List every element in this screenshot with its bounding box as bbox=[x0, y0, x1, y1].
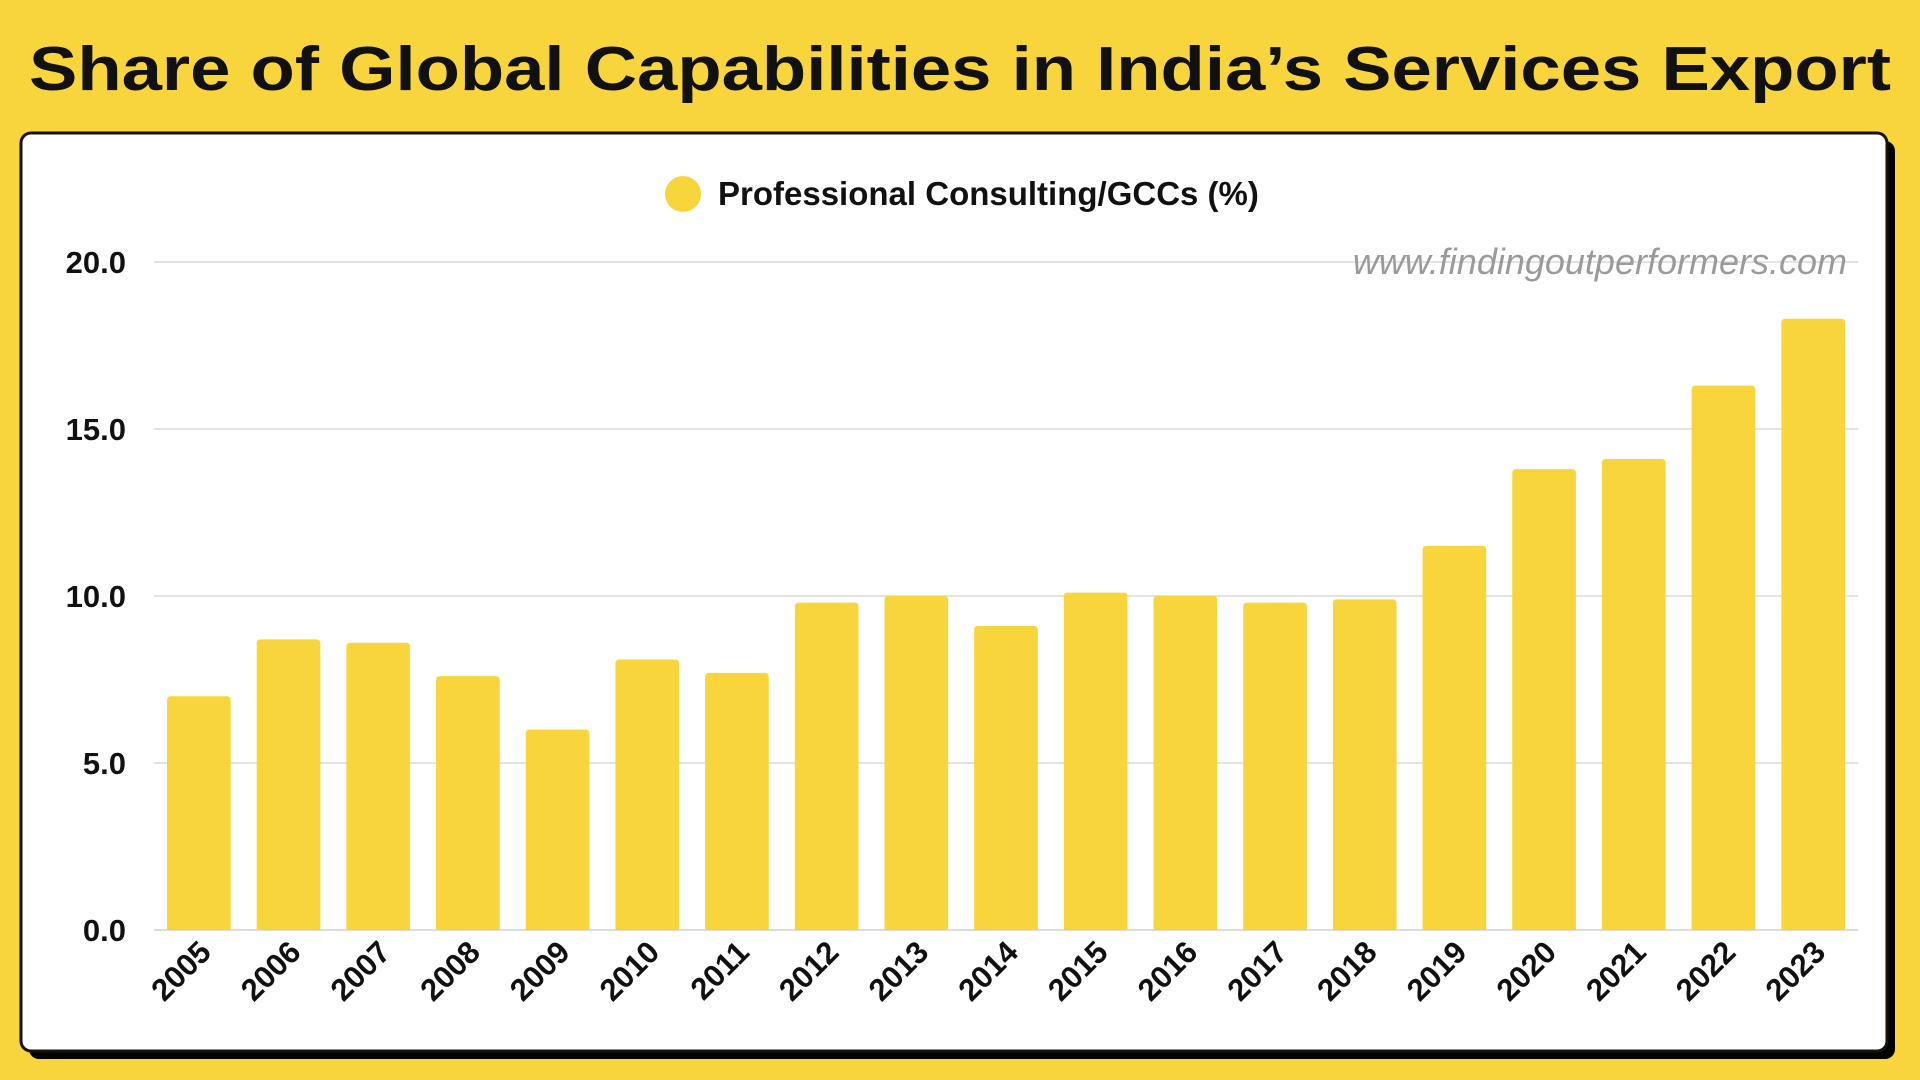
y-axis: 0.0 5.0 10.0 15.0 20.0 bbox=[66, 245, 126, 948]
legend-swatch bbox=[665, 176, 701, 212]
y-tick-label: 5.0 bbox=[83, 746, 126, 781]
chart-title: Share of Global Capabilities in India’s … bbox=[29, 35, 1891, 104]
legend-label: Professional Consulting/GCCs (%) bbox=[718, 175, 1259, 212]
legend: Professional Consulting/GCCs (%) bbox=[665, 175, 1259, 212]
y-tick-label: 20.0 bbox=[66, 245, 126, 280]
bar-2011 bbox=[705, 672, 769, 930]
bar-2009 bbox=[525, 729, 590, 930]
bar-2005 bbox=[167, 696, 231, 930]
bar-2010 bbox=[615, 659, 680, 930]
bar-2008 bbox=[436, 676, 500, 930]
bar-2012 bbox=[794, 602, 859, 930]
bar-2013 bbox=[884, 596, 949, 930]
bars bbox=[167, 318, 1845, 931]
y-tick-label: 15.0 bbox=[66, 412, 126, 447]
bar-2007 bbox=[346, 642, 411, 930]
watermark: www.findingoutperformers.com bbox=[1353, 241, 1847, 282]
bar-2016 bbox=[1153, 596, 1218, 930]
bar-2018 bbox=[1332, 599, 1397, 930]
bar-2020 bbox=[1512, 469, 1576, 930]
y-tick-label: 10.0 bbox=[66, 579, 126, 614]
bar-2022 bbox=[1691, 385, 1756, 931]
bar-2023 bbox=[1781, 318, 1845, 930]
bar-2014 bbox=[974, 626, 1038, 930]
bar-2006 bbox=[256, 639, 321, 930]
bar-2017 bbox=[1243, 602, 1307, 930]
bar-2021 bbox=[1601, 459, 1666, 930]
bar-2015 bbox=[1063, 592, 1128, 930]
y-tick-label: 0.0 bbox=[83, 913, 126, 948]
bar-2019 bbox=[1422, 545, 1487, 930]
